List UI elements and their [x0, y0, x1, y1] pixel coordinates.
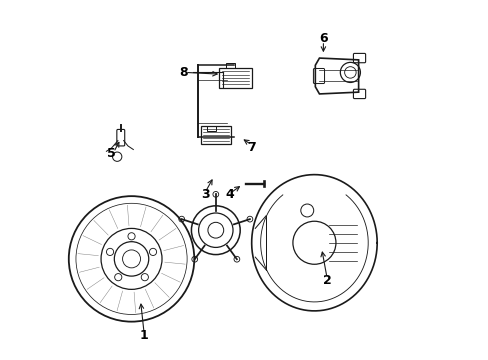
Text: 8: 8: [179, 66, 187, 79]
Text: 2: 2: [322, 274, 331, 287]
Text: 3: 3: [201, 188, 209, 201]
Text: 1: 1: [140, 329, 148, 342]
Text: 6: 6: [319, 32, 327, 45]
Text: 5: 5: [107, 147, 116, 159]
Text: 4: 4: [225, 188, 234, 201]
Text: 7: 7: [247, 141, 256, 154]
